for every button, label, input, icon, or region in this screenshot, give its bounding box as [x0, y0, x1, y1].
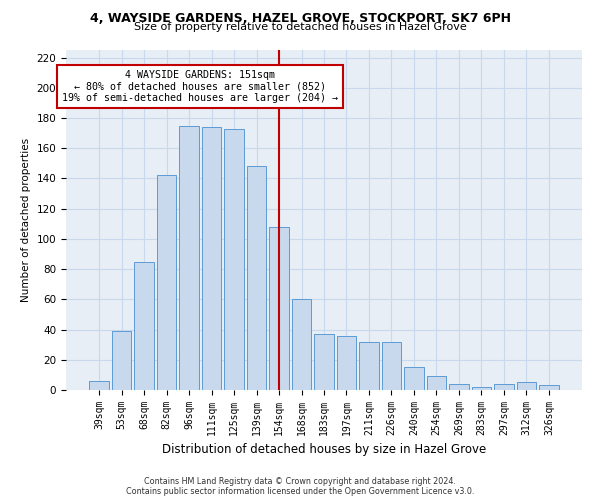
Bar: [224, 128, 244, 390]
Bar: [292, 300, 311, 390]
Bar: [202, 127, 221, 390]
Text: Contains HM Land Registry data © Crown copyright and database right 2024.
Contai: Contains HM Land Registry data © Crown c…: [126, 476, 474, 496]
Bar: [269, 227, 289, 390]
Bar: [427, 376, 446, 390]
Bar: [337, 336, 356, 390]
Bar: [314, 334, 334, 390]
Text: 4 WAYSIDE GARDENS: 151sqm
← 80% of detached houses are smaller (852)
19% of semi: 4 WAYSIDE GARDENS: 151sqm ← 80% of detac…: [62, 70, 338, 103]
Bar: [157, 176, 176, 390]
Bar: [89, 381, 109, 390]
Bar: [179, 126, 199, 390]
Bar: [359, 342, 379, 390]
Bar: [517, 382, 536, 390]
Bar: [494, 384, 514, 390]
Bar: [382, 342, 401, 390]
Bar: [404, 368, 424, 390]
Bar: [134, 262, 154, 390]
Bar: [247, 166, 266, 390]
Bar: [449, 384, 469, 390]
Y-axis label: Number of detached properties: Number of detached properties: [21, 138, 31, 302]
Bar: [472, 387, 491, 390]
Bar: [112, 331, 131, 390]
Text: Size of property relative to detached houses in Hazel Grove: Size of property relative to detached ho…: [134, 22, 466, 32]
Bar: [539, 386, 559, 390]
X-axis label: Distribution of detached houses by size in Hazel Grove: Distribution of detached houses by size …: [162, 444, 486, 456]
Text: 4, WAYSIDE GARDENS, HAZEL GROVE, STOCKPORT, SK7 6PH: 4, WAYSIDE GARDENS, HAZEL GROVE, STOCKPO…: [89, 12, 511, 26]
